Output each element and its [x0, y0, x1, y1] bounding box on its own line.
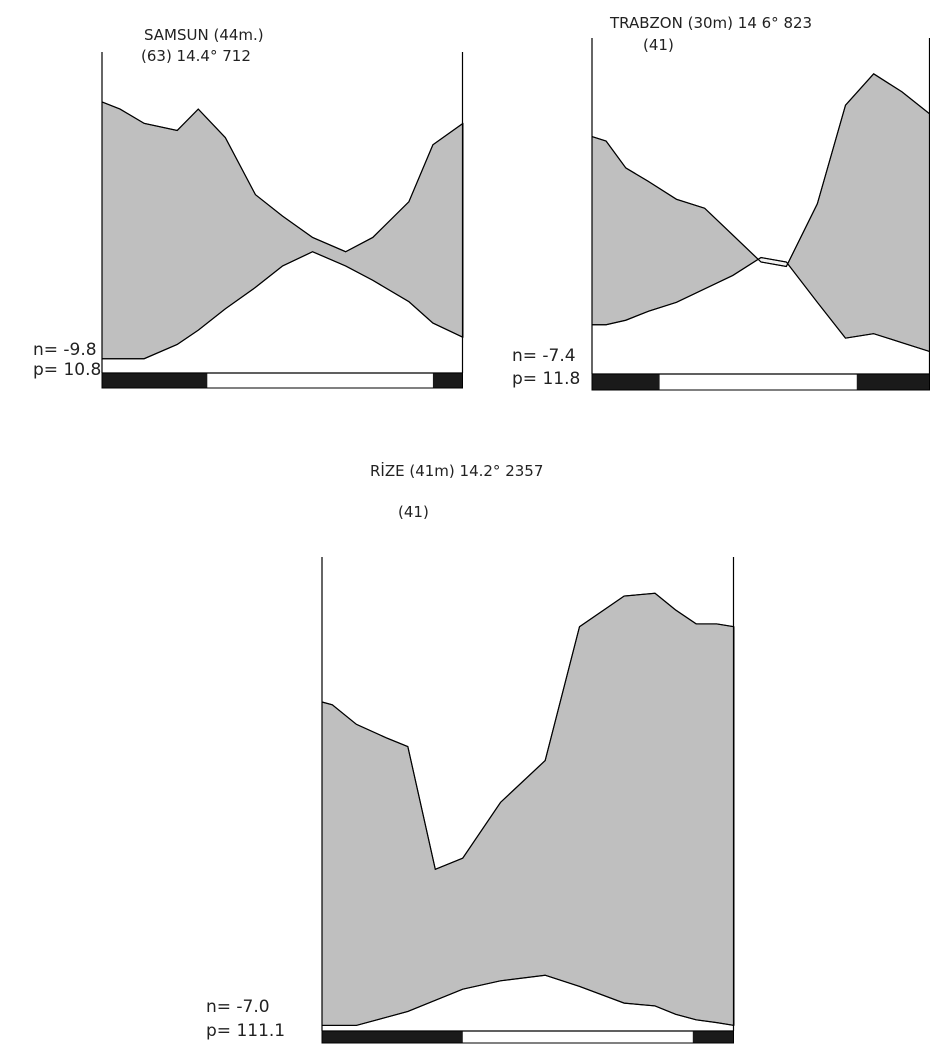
area-group: [321, 592, 735, 1026]
rize-title-line2: (41): [398, 503, 429, 521]
trabzon-max-label: p= 11.8: [512, 369, 580, 389]
area-group: [591, 73, 930, 353]
trabzon-title-line2: (41): [643, 36, 674, 54]
frost-month-bar: [432, 373, 463, 388]
frost-month-bar: [856, 374, 930, 390]
rize-min-label: n= -7.0: [206, 997, 270, 1017]
month-bar-outline: [321, 1030, 734, 1044]
upper-curve: [101, 101, 464, 253]
samsun-title-line1: SAMSUN (44m.): [144, 26, 264, 44]
dry-period-area: [101, 101, 464, 360]
lower-curve: [322, 974, 735, 1027]
rize-max-label: p= 111.1: [206, 1021, 285, 1041]
samsun-diagram: SAMSUN (44m.) (63) 14.4° 712 n= -9.8 p= …: [33, 26, 464, 389]
rize-diagram: RİZE (41m) 14.2° 2357 (41) n= -7.0 p= 11…: [206, 461, 735, 1044]
upper-curve: [321, 592, 735, 871]
trabzon-title-line1: TRABZON (30m) 14 6° 823: [609, 14, 812, 32]
month-bar-outline: [101, 372, 463, 389]
upper-curve: [591, 73, 930, 268]
samsun-min-label: n= -9.8: [33, 340, 97, 360]
frost-month-bar: [102, 373, 208, 388]
frost-month-bar: [692, 1031, 734, 1043]
dry-period-area: [787, 73, 930, 353]
rize-title-line1: RİZE (41m) 14.2° 2357: [370, 461, 543, 480]
lower-curve: [592, 256, 930, 353]
samsun-max-label: p= 10.8: [33, 360, 101, 380]
lower-curve: [102, 251, 464, 360]
frost-month-bar: [322, 1031, 463, 1043]
dry-period-area: [321, 592, 735, 1026]
frost-month-bar: [592, 374, 660, 390]
trabzon-min-label: n= -7.4: [512, 346, 576, 366]
dry-period-area: [591, 136, 759, 326]
area-group: [101, 101, 464, 360]
trabzon-diagram: TRABZON (30m) 14 6° 823 (41) n= -7.4 p= …: [512, 14, 930, 391]
samsun-title-line2: (63) 14.4° 712: [141, 47, 251, 65]
